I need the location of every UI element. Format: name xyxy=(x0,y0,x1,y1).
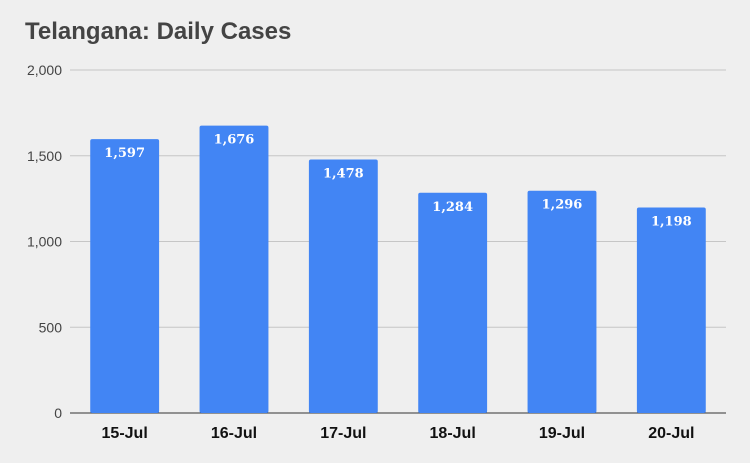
x-tick-label: 18-Jul xyxy=(430,425,476,442)
y-tick-label: 500 xyxy=(39,319,63,335)
bar-18-jul xyxy=(418,192,488,413)
data-label: 1,296 xyxy=(542,198,583,213)
y-tick-label: 1,000 xyxy=(27,234,62,250)
x-tick-label: 16-Jul xyxy=(211,425,257,442)
x-tick-label: 15-Jul xyxy=(102,425,148,442)
bar-19-jul xyxy=(527,190,597,413)
data-labels: 1,597 1,676 1,478 1,284 1,296 1,198 xyxy=(104,133,691,230)
x-tick-label: 19-Jul xyxy=(539,425,585,442)
data-label: 1,597 xyxy=(104,146,145,161)
chart-title: Telangana: Daily Cases xyxy=(25,18,292,45)
data-label: 1,198 xyxy=(651,215,692,230)
gridlines xyxy=(70,69,726,414)
data-label: 1,676 xyxy=(214,133,255,148)
bar-17-jul xyxy=(308,159,378,413)
bar-20-jul xyxy=(636,207,706,413)
bar-16-jul xyxy=(199,125,269,413)
x-tick-label: 17-Jul xyxy=(320,425,366,442)
bar-15-jul xyxy=(90,139,160,413)
data-label: 1,478 xyxy=(323,167,364,182)
y-tick-label: 2,000 xyxy=(27,62,62,78)
bars xyxy=(90,125,706,413)
y-tick-label: 1,500 xyxy=(27,148,62,164)
x-tick-label: 20-Jul xyxy=(648,425,694,442)
y-tick-label: 0 xyxy=(54,405,62,421)
x-axis-ticks: 15-Jul 16-Jul 17-Jul 18-Jul 19-Jul 20-Jul xyxy=(102,425,695,442)
data-label: 1,284 xyxy=(432,200,473,215)
y-axis-ticks: 0 500 1,000 1,500 2,000 xyxy=(27,62,62,421)
